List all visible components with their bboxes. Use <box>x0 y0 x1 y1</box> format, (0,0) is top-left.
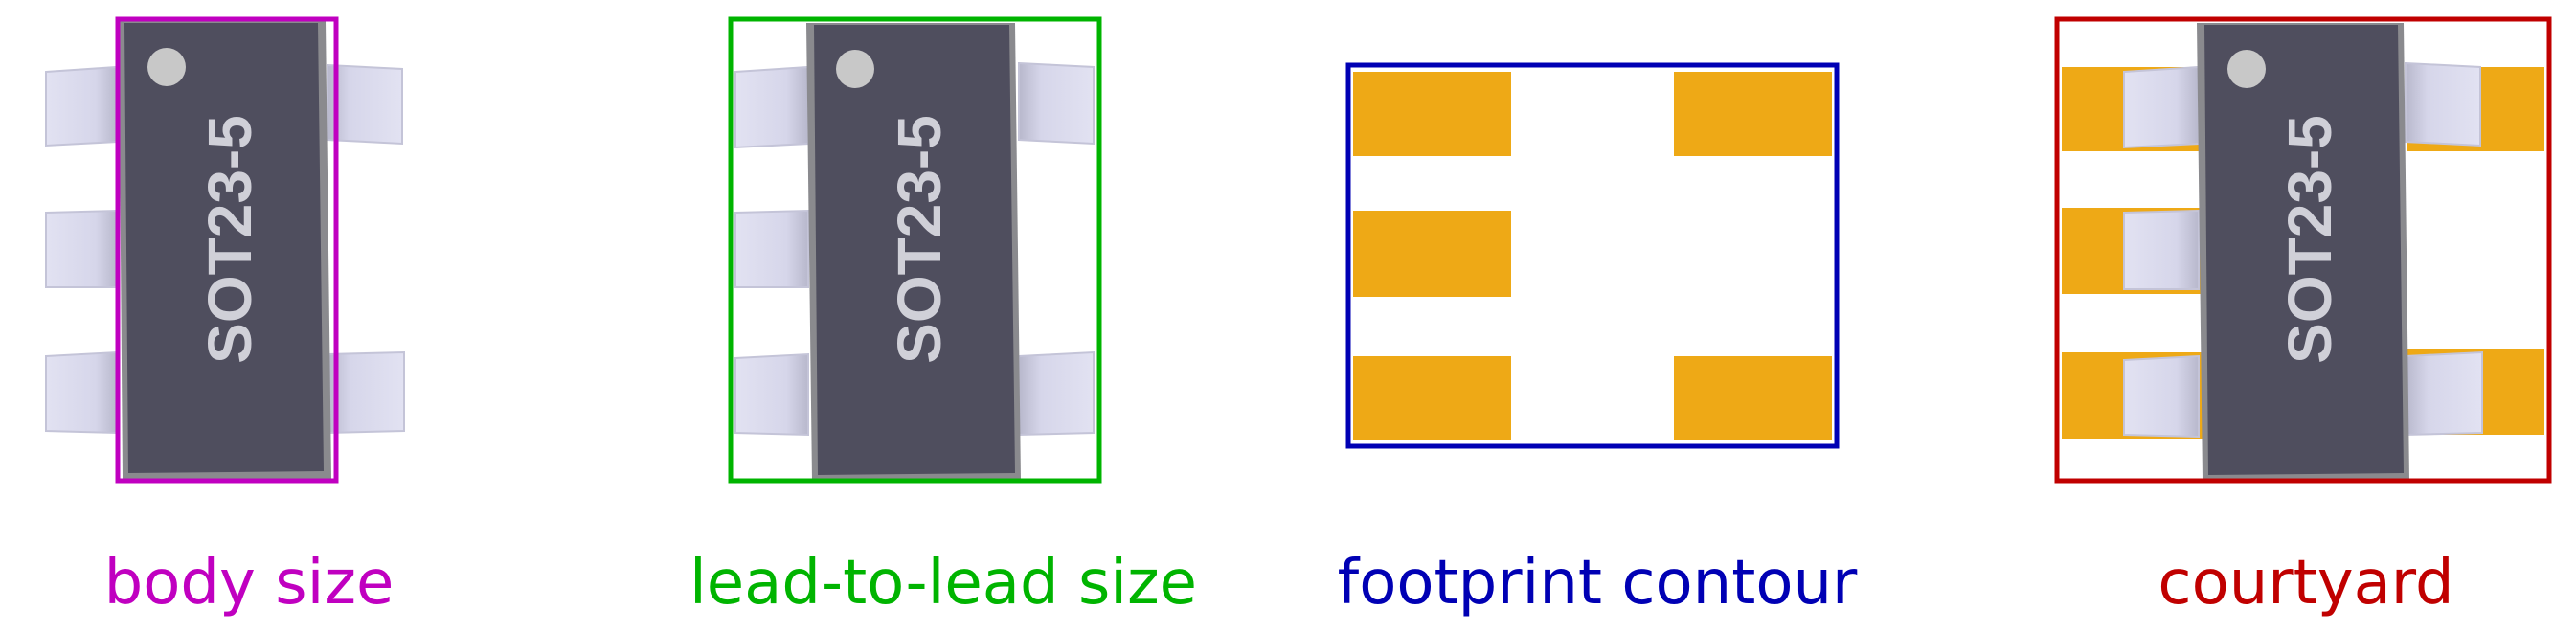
lead-pin-1 <box>2123 65 2200 149</box>
pad-1 <box>1353 72 1511 156</box>
left-leads <box>2123 65 2200 439</box>
caption-body-size: body size <box>104 548 395 619</box>
chip-label: SOT23-5 <box>2275 115 2344 364</box>
pin1-dot <box>147 48 186 86</box>
left-leads <box>45 65 118 435</box>
lead-pin-2 <box>45 209 118 288</box>
courtyard-outline <box>2054 16 2552 484</box>
body-size-outline <box>115 16 339 484</box>
right-leads <box>1018 61 1095 437</box>
lead-to-lead-outline <box>728 16 1102 484</box>
caption-lead-to-lead-size: lead-to-lead size <box>689 548 1197 619</box>
lead-pin-4 <box>2405 350 2483 437</box>
footprint-contour-outline <box>1345 62 1840 449</box>
panel-footprint <box>1345 62 1840 449</box>
lead-pin-4 <box>1018 350 1095 437</box>
panel-body-size: SOT23-5 <box>45 16 405 484</box>
right-leads <box>327 63 405 435</box>
panel-lead-to-lead: SOT23-5 <box>728 16 1102 484</box>
lead-pin-2 <box>734 209 809 288</box>
lead-pin-3 <box>45 350 118 435</box>
pad-5 <box>1674 72 1832 156</box>
right-leads <box>2405 61 2483 437</box>
lead-pin-5 <box>2405 61 2481 147</box>
caption-courtyard: courtyard <box>2158 548 2453 619</box>
lead-pin-1 <box>45 65 118 147</box>
pin1-dot <box>2227 50 2266 88</box>
chip-body <box>124 23 324 473</box>
lead-pin-3 <box>734 352 809 437</box>
pad-2 <box>1353 211 1511 297</box>
chip-label: SOT23-5 <box>195 115 264 364</box>
left-leads <box>734 65 809 437</box>
pad-3 <box>1353 356 1511 440</box>
lead-pin-1 <box>734 65 809 149</box>
lead-pin-5 <box>327 63 403 146</box>
chip-label: SOT23-5 <box>885 115 954 364</box>
pin1-dot <box>836 50 874 88</box>
lead-pin-3 <box>2123 354 2200 439</box>
pad-4 <box>1674 356 1832 440</box>
lead-pin-4 <box>327 350 405 435</box>
lead-pin-2 <box>2123 209 2200 290</box>
panel-courtyard: SOT23-5 <box>2054 16 2552 484</box>
chip-body <box>814 25 1015 475</box>
chip-body <box>2204 25 2404 475</box>
lead-pin-5 <box>1018 61 1095 146</box>
caption-footprint-contour: footprint contour <box>1338 548 1858 619</box>
